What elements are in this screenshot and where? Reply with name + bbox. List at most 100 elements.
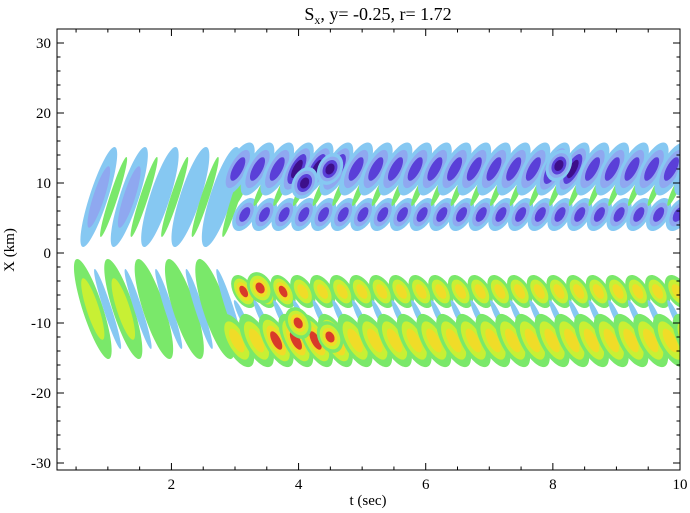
contour-level	[642, 328, 659, 353]
contour-level	[255, 282, 265, 294]
contour-level	[564, 328, 580, 353]
outer-upper-stripe	[260, 142, 295, 196]
contour-level	[515, 207, 527, 222]
contour-level	[81, 278, 105, 340]
contour-level	[377, 207, 389, 222]
y-tick-label: 0	[44, 246, 52, 262]
contour-level	[592, 284, 604, 299]
contour-level	[644, 157, 660, 181]
contour-level	[671, 284, 680, 299]
outer-lower-stripe	[514, 313, 550, 368]
contour-level	[632, 284, 644, 299]
outer-upper-stripe	[240, 142, 275, 196]
inner-lower-stripe	[369, 274, 395, 309]
inner-upper-stripe	[271, 197, 297, 232]
inner-lower-stripe	[309, 274, 336, 309]
contour-level	[171, 146, 210, 248]
contour-level	[604, 157, 620, 181]
outer-lower-stripe	[455, 313, 491, 368]
inner-upper-stripe	[665, 197, 680, 232]
contour-level	[416, 207, 428, 222]
x-tick-label: 4	[295, 477, 303, 493]
contour-level	[94, 269, 122, 349]
contour-level	[445, 328, 462, 353]
contour-level	[679, 326, 690, 354]
outer-lower-stripe	[495, 313, 531, 368]
peak-spot	[291, 167, 318, 199]
outer-upper-stripe	[634, 142, 669, 196]
contour-level	[87, 166, 111, 228]
early-positive-sidelobe	[161, 157, 189, 237]
plot-frame	[56, 28, 681, 471]
contour-level	[111, 278, 136, 340]
outer-upper-stripe	[378, 142, 413, 196]
contour-level	[524, 328, 541, 353]
inner-upper-stripe	[310, 197, 337, 232]
contour-level	[685, 173, 690, 207]
inner-upper-stripe	[350, 197, 376, 232]
contour-level	[584, 157, 601, 181]
contour-level	[356, 284, 368, 299]
contour-level	[141, 146, 179, 248]
contour-level	[681, 155, 690, 183]
contour-level	[348, 157, 364, 181]
contour-level	[336, 284, 348, 299]
contour-level	[672, 207, 680, 222]
outer-upper-stripe	[398, 142, 433, 196]
x-tick-label: 2	[168, 477, 176, 493]
early-negative-stripe	[80, 146, 118, 248]
contour-level	[289, 331, 302, 350]
outer-lower-stripe	[554, 313, 590, 368]
inner-upper-stripe	[626, 197, 652, 232]
inner-lower-stripe	[487, 274, 513, 309]
contour-level	[185, 269, 213, 349]
peak-spot	[246, 272, 274, 304]
x-tick-label: 8	[549, 477, 557, 493]
inner-lower-stripe	[585, 274, 611, 309]
y-axis-title: X (km)	[2, 228, 18, 272]
contour-level	[278, 207, 290, 222]
early-negative-sidelobe	[185, 269, 213, 349]
outer-lower-stripe	[534, 313, 570, 368]
inner-lower-stripe	[664, 274, 680, 309]
early-positive-stripe	[164, 258, 204, 360]
inner-upper-stripe	[646, 197, 672, 232]
inner-upper-stripe	[468, 197, 494, 232]
contour-level	[534, 207, 546, 222]
contour-level	[514, 284, 526, 299]
contour-level	[117, 166, 141, 228]
outer-lower-stripe	[652, 313, 680, 368]
inner-lower-stripe	[645, 274, 671, 309]
inner-upper-stripe	[389, 197, 415, 232]
outer-upper-stripe	[516, 142, 551, 196]
outer-lower-stripe	[593, 313, 629, 368]
inner-lower-stripe	[566, 274, 592, 309]
contour-level	[376, 284, 388, 299]
contour-level	[357, 207, 369, 222]
contour-level	[685, 200, 690, 230]
contour-level	[230, 157, 246, 181]
contour-level	[633, 207, 645, 222]
contour-level	[164, 258, 204, 360]
outer-upper-stripe	[418, 142, 452, 196]
outer-lower-stripe	[219, 313, 255, 368]
inner-upper-stripe	[291, 197, 317, 232]
contour-level	[229, 328, 245, 353]
inner-upper-stripe	[251, 197, 277, 232]
axis-ticks: 2 4 6 8 10 -30 -20 -10 0 10 20 30	[31, 29, 688, 493]
contour-level	[386, 328, 403, 353]
contour-level	[583, 328, 600, 353]
contour-level	[533, 284, 545, 299]
contour-level	[325, 331, 335, 343]
outer-upper-stripe	[220, 142, 255, 196]
inner-upper-stripe	[429, 197, 455, 232]
contour-level	[239, 207, 251, 222]
contour-level	[100, 157, 128, 237]
contour-level	[395, 284, 407, 299]
peak-spot	[284, 307, 312, 339]
contour-level	[465, 328, 482, 353]
contour-level	[337, 207, 349, 222]
inner-lower-stripe	[290, 274, 316, 309]
outer-lower-stripe	[475, 313, 511, 368]
